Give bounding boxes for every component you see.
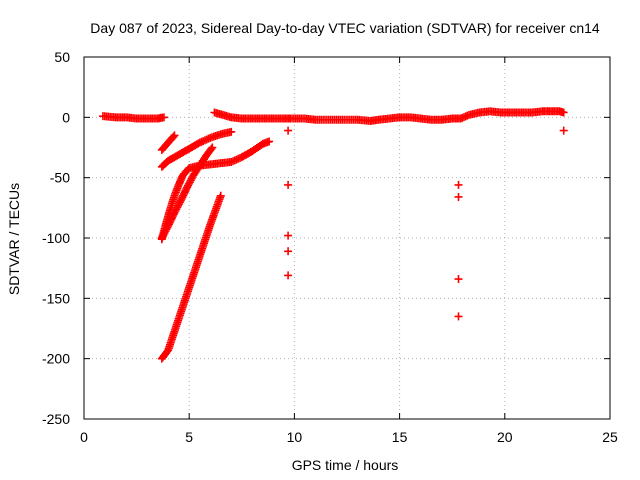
data-series bbox=[157, 143, 217, 242]
data-point bbox=[284, 247, 293, 256]
data-series bbox=[284, 126, 293, 280]
data-series bbox=[157, 191, 225, 363]
data-point bbox=[234, 154, 243, 163]
chart-title: Day 087 of 2023, Sidereal Day-to-day VTE… bbox=[90, 20, 600, 36]
y-axis-label: SDTVAR / TECUs bbox=[6, 183, 22, 295]
y-tick-label: -50 bbox=[50, 170, 70, 186]
data-point bbox=[284, 271, 293, 280]
data-point bbox=[207, 144, 216, 153]
y-tick-label: 50 bbox=[54, 49, 70, 65]
x-axis-label: GPS time / hours bbox=[292, 457, 399, 473]
data-point bbox=[204, 134, 213, 143]
axis-ticks: 0 5 10 15 20 25 50 0 -50 -100 -150 -200 -250 bbox=[42, 49, 618, 445]
data-point bbox=[208, 143, 217, 152]
data-series bbox=[286, 107, 568, 125]
data-point bbox=[232, 155, 241, 164]
data-point bbox=[200, 136, 209, 145]
data-point bbox=[169, 132, 178, 141]
y-tick-label: -100 bbox=[42, 230, 70, 246]
x-tick-label: 15 bbox=[392, 429, 408, 445]
data-point bbox=[216, 191, 225, 200]
x-tick-label: 25 bbox=[602, 429, 618, 445]
data-point bbox=[195, 138, 204, 147]
y-tick-label: -250 bbox=[42, 411, 70, 427]
data-point bbox=[284, 231, 293, 240]
data-point bbox=[284, 126, 293, 135]
data-series bbox=[454, 180, 463, 321]
y-tick-label: -150 bbox=[42, 290, 70, 306]
y-tick-label: 0 bbox=[62, 109, 70, 125]
data-series bbox=[559, 126, 568, 135]
x-tick-label: 20 bbox=[497, 429, 513, 445]
data-point bbox=[170, 131, 179, 140]
data-point bbox=[230, 156, 239, 165]
data-series bbox=[157, 131, 179, 154]
data-point bbox=[454, 275, 463, 284]
data-point bbox=[284, 180, 293, 189]
x-tick-label: 5 bbox=[185, 429, 193, 445]
data-point bbox=[265, 137, 274, 146]
y-tick-label: -200 bbox=[42, 351, 70, 367]
data-point bbox=[454, 180, 463, 189]
data-point bbox=[454, 192, 463, 201]
data-point bbox=[559, 126, 568, 135]
data-series bbox=[98, 112, 168, 123]
data-point bbox=[197, 137, 206, 146]
data-point bbox=[559, 108, 568, 117]
data-series bbox=[157, 127, 236, 171]
data-point bbox=[227, 157, 236, 166]
data-point bbox=[229, 157, 238, 166]
data-series bbox=[210, 108, 295, 123]
data-point bbox=[227, 127, 236, 136]
data-points bbox=[98, 107, 568, 363]
x-tick-label: 10 bbox=[287, 429, 303, 445]
x-tick-label: 0 bbox=[80, 429, 88, 445]
data-point bbox=[159, 113, 168, 122]
data-point bbox=[199, 137, 208, 146]
data-point bbox=[454, 312, 463, 321]
data-point bbox=[202, 135, 211, 144]
